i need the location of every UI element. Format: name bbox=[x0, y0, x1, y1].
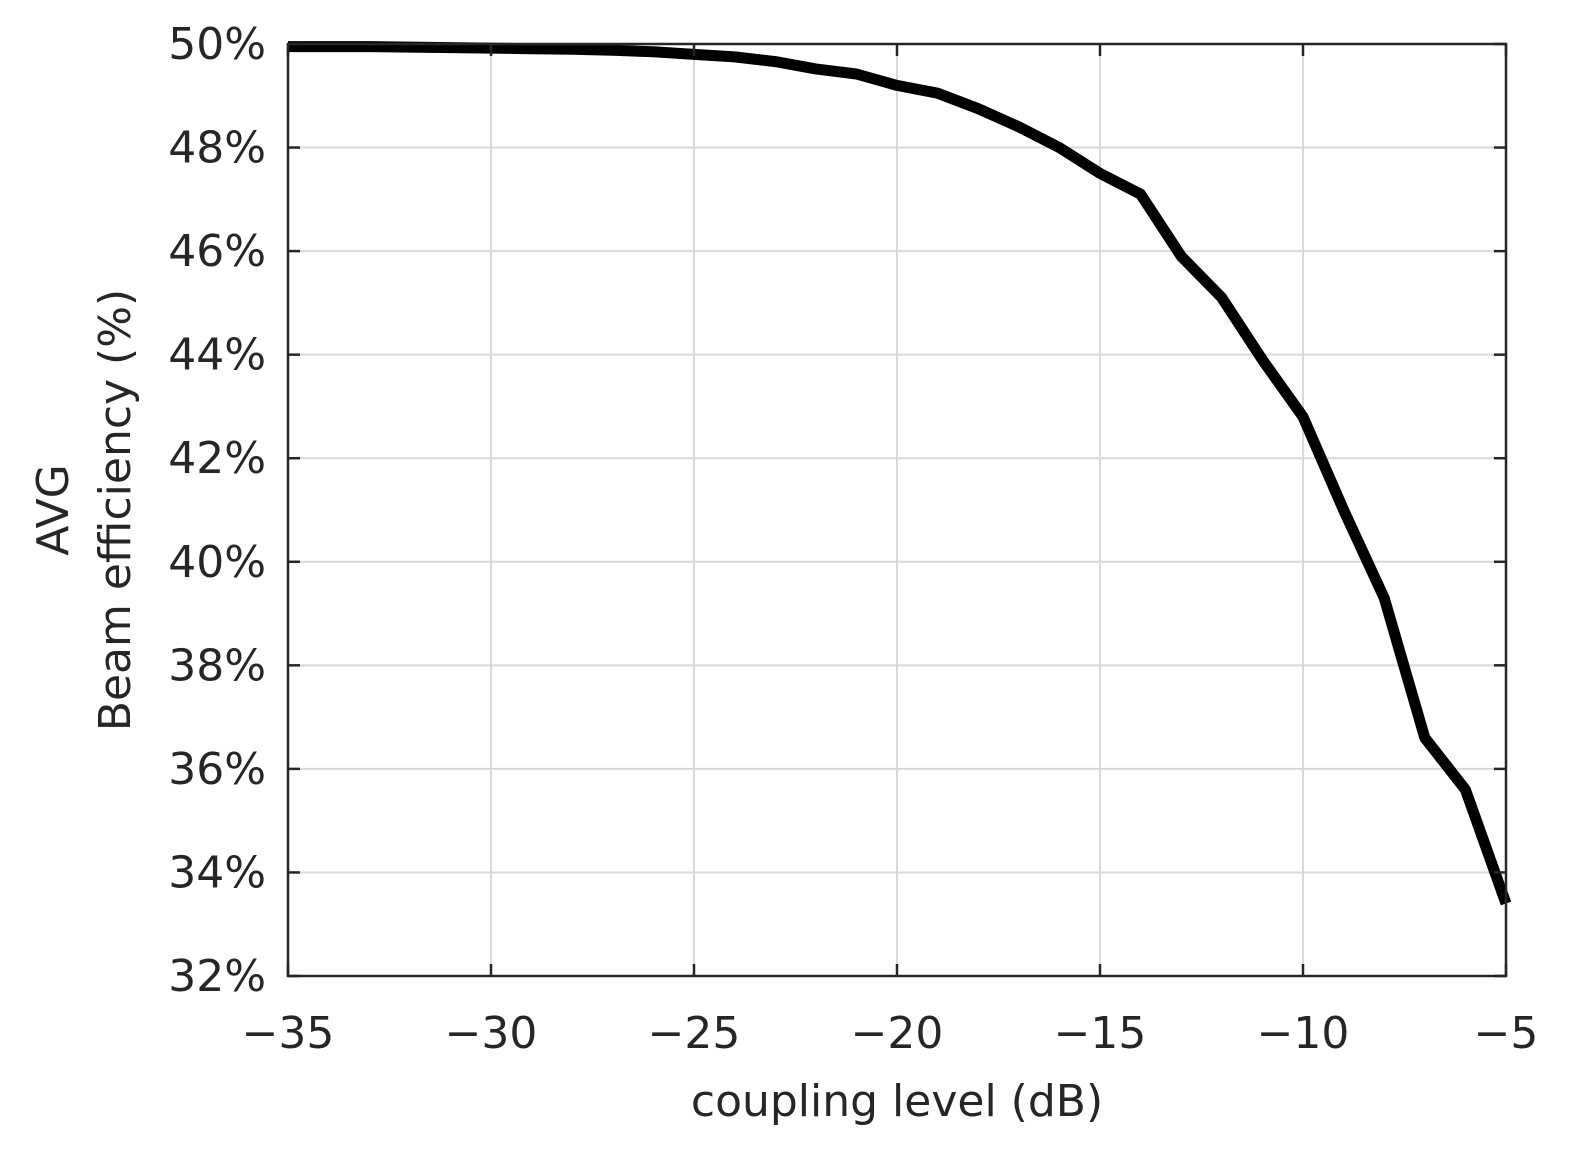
y-tick-label: 46% bbox=[168, 226, 266, 277]
grid bbox=[288, 44, 1506, 976]
ticks bbox=[286, 42, 1508, 978]
x-tick-label: −30 bbox=[445, 1008, 538, 1059]
y-axis-label-line-2: Beam efficiency (%) bbox=[90, 289, 141, 731]
y-axis-label-line-1: AVG bbox=[28, 464, 79, 555]
y-axis-label: AVG Beam efficiency (%) bbox=[28, 289, 141, 731]
y-tick-labels: 32% 34% 36% 38% 40% 42% 44% 46% 48% 50% bbox=[168, 19, 266, 1002]
x-tick-label: −5 bbox=[1474, 1008, 1539, 1059]
x-tick-labels: −35 −30 −25 −20 −15 −10 −5 bbox=[242, 1008, 1539, 1059]
y-tick-label: 32% bbox=[168, 951, 266, 1002]
x-tick-label: −10 bbox=[1257, 1008, 1350, 1059]
y-tick-label: 40% bbox=[168, 537, 266, 588]
x-tick-label: −20 bbox=[851, 1008, 944, 1059]
x-tick-label: −25 bbox=[648, 1008, 741, 1059]
y-tick-label: 34% bbox=[168, 847, 266, 898]
y-tick-label: 48% bbox=[168, 123, 266, 174]
x-tick-label: −35 bbox=[242, 1008, 335, 1059]
y-tick-label: 50% bbox=[168, 19, 266, 70]
y-tick-label: 44% bbox=[168, 330, 266, 381]
y-tick-label: 42% bbox=[168, 433, 266, 484]
x-tick-label: −15 bbox=[1054, 1008, 1147, 1059]
y-tick-label: 38% bbox=[168, 640, 266, 691]
y-tick-label: 36% bbox=[168, 744, 266, 795]
x-axis-label: coupling level (dB) bbox=[691, 1076, 1103, 1127]
